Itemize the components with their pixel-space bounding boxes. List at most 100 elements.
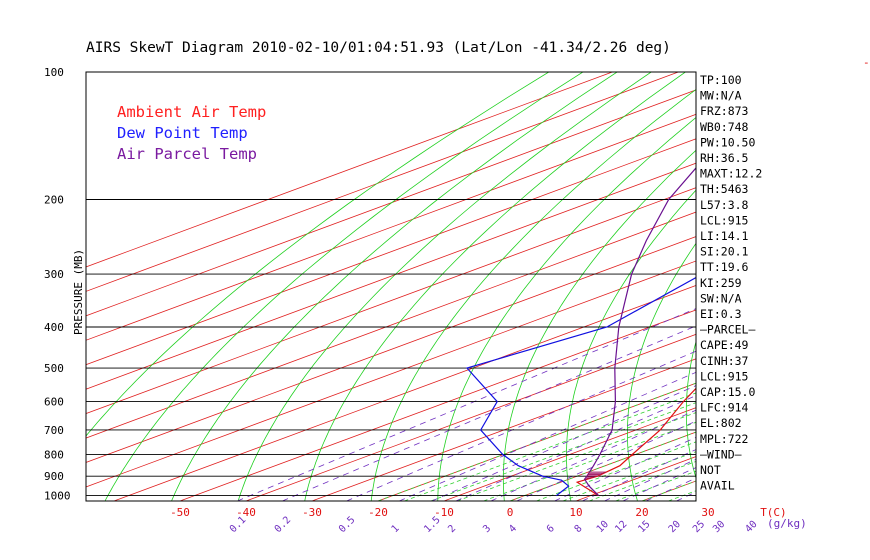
index-label: FRZ:873 (700, 104, 749, 118)
dry-adiabat-line (437, 117, 696, 501)
mixing-ratio-tick-label: 10 (595, 519, 611, 535)
moist-adiabat-line (748, 200, 870, 502)
pressure-tick-label: 900 (44, 470, 64, 483)
legend-label: Ambient Air Temp (117, 103, 266, 121)
pressure-tick-label: 600 (44, 396, 64, 409)
index-label: SW:N/A (700, 291, 742, 305)
index-label: CAP:15.0 (700, 385, 755, 399)
mixing-ratio-line (399, 371, 696, 501)
index-label: LFC:914 (700, 401, 749, 415)
pressure-tick-label: 200 (44, 194, 64, 207)
index-label: SI:20.1 (700, 245, 749, 259)
index-label: TT:19.6 (700, 260, 749, 274)
top-temp-tick-label: -120 (863, 56, 870, 69)
pressure-tick-label: 800 (44, 449, 64, 462)
dry-adiabat-line (237, 72, 652, 501)
dry-adiabat-line (86, 72, 550, 437)
dry-adiabat-line (370, 89, 696, 501)
profile-line (575, 387, 696, 497)
legend-label: Dew Point Temp (117, 124, 248, 142)
bottom-temp-tick-label: -20 (368, 506, 388, 519)
mixing-ratio-tick-label: 20 (667, 519, 683, 535)
mixing-ratio-tick-label: 40 (743, 519, 759, 535)
mixing-ratio-line (554, 436, 696, 501)
chart-title: AIRS SkewT Diagram 2010-02-10/01:04:51.9… (86, 40, 671, 56)
index-label: MAXT:12.2 (700, 167, 762, 181)
isotherm-line (245, 333, 696, 501)
isotherm-line (179, 309, 696, 501)
mixing-ratio-line (431, 385, 696, 501)
dry-adiabat-line (104, 72, 584, 501)
index-label: NOT (700, 463, 721, 477)
isotherm-line (86, 89, 696, 317)
pressure-tick-label: 100 (44, 66, 64, 79)
index-label: CINH:37 (700, 354, 749, 368)
dry-adiabat-line (304, 72, 686, 501)
isotherm-line (443, 407, 696, 501)
isotherm-line (641, 480, 696, 501)
isotherm-line (86, 72, 679, 292)
mixing-ratio-line (645, 477, 696, 501)
index-label: L57:3.8 (700, 198, 749, 212)
mixing-ratio-tick-label: 2 (446, 523, 458, 535)
isotherm-line (86, 113, 696, 341)
bottom-temp-tick-label: -30 (302, 506, 322, 519)
mixing-ratio-tick-label: 12 (613, 519, 629, 535)
mixing-ratio-tick-label: 3 (481, 523, 493, 535)
index-label: EL:802 (700, 416, 742, 430)
pressure-tick-label: 500 (44, 362, 64, 375)
pressure-tick-label: 1000 (44, 490, 71, 503)
bottom-temp-tick-label: -50 (170, 506, 190, 519)
moist-adiabat-line (668, 490, 696, 501)
plot-frame (85, 71, 697, 502)
index-label: EI:0.3 (700, 307, 742, 321)
dry-adiabat-line (171, 72, 618, 501)
mixing-ratio-tick-label: 0.2 (273, 515, 294, 536)
index-label: CAPE:49 (700, 338, 749, 352)
bottom-temp-tick-label: -10 (434, 506, 454, 519)
index-label: PW:10.50 (700, 135, 755, 149)
moist-adiabat-line (641, 480, 696, 501)
mixing-ratio-unit-label: (g/kg) (767, 517, 807, 530)
index-label: LCL:915 (700, 213, 748, 227)
profile-line (583, 167, 696, 497)
isotherm-line (86, 138, 696, 366)
index-label: TP:100 (700, 73, 742, 87)
isotherm-line (509, 431, 696, 501)
index-label: MPL:722 (700, 432, 748, 446)
isotherm-line (86, 162, 696, 390)
pressure-tick-label: 700 (44, 424, 64, 437)
index-label: –WIND– (700, 447, 742, 461)
dry-adiabat-line (852, 72, 870, 501)
mixing-ratio-line (582, 449, 696, 501)
index-label: AVAIL (700, 479, 735, 493)
moist-adiabat-line (404, 392, 696, 501)
isotherm-line (774, 72, 870, 501)
pressure-tick-label: 400 (44, 321, 64, 334)
profile-lines (465, 167, 696, 497)
mixing-ratio-tick-label: 1 (390, 523, 402, 535)
index-label: TH:5463 (700, 182, 749, 196)
index-label: –PARCEL– (700, 323, 755, 337)
isotherm-line (840, 72, 870, 501)
bottom-temp-tick-label: 20 (635, 506, 648, 519)
chart-grid (86, 72, 870, 502)
dry-adiabat-line (502, 149, 696, 501)
moist-adiabat-line (509, 431, 696, 501)
isotherm-line (311, 358, 696, 501)
isotherm-line (377, 382, 696, 501)
temp-unit-label: T(C) (760, 506, 787, 519)
mixing-ratio-tick-label: 0.5 (337, 515, 358, 536)
y-axis-label: PRESSURE (MB) (72, 249, 85, 335)
mixing-ratio-tick-label: 30 (711, 519, 727, 535)
profile-line (465, 276, 696, 497)
index-label: MW:N/A (700, 89, 742, 103)
mixing-ratio-tick-label: 8 (573, 523, 585, 535)
mixing-ratio-tick-label: 6 (545, 523, 557, 535)
dry-adiabat-line (627, 242, 696, 501)
isotherm-line (113, 285, 696, 501)
index-label: KI:259 (700, 276, 742, 290)
mixing-ratio-tick-label: 15 (636, 519, 652, 535)
